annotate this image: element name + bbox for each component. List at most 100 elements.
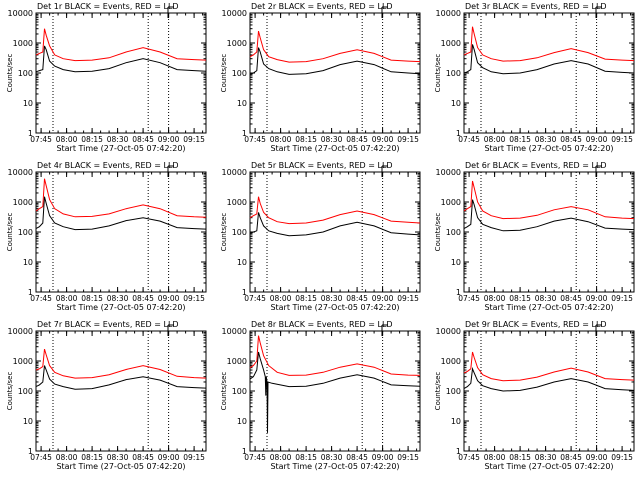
x-axis-label: Start Time (27-Oct-05 07:42:20) xyxy=(484,303,613,312)
y-axis-label: Counts/sec xyxy=(6,213,14,252)
panel-det-7: Det 7r BLACK = Events, RED = LLD 1 10 100 10… xyxy=(6,320,207,471)
y-tick-label: 10 xyxy=(451,258,461,267)
x-tick-label: 09:00 xyxy=(586,453,608,462)
x-tick-label: 08:00 xyxy=(484,135,506,144)
x-tick-label: 08:45 xyxy=(560,135,582,144)
x-tick-label: 07:45 xyxy=(458,135,480,144)
panel-title: Det 2r BLACK = Events, RED = LLD xyxy=(251,2,393,11)
panel-det-5: Det 5r BLACK = Events, RED = LLD 1 10 100 10… xyxy=(220,161,421,312)
x-tick-label: 09:00 xyxy=(586,135,608,144)
panel-det-1: Det 1r BLACK = Events, RED = LLD 1 10 100 10… xyxy=(6,2,207,153)
y-tick-label: 10 xyxy=(23,258,33,267)
panel-title: Det 6r BLACK = Events, RED = LLD xyxy=(465,161,607,170)
y-tick-label: 10 xyxy=(23,99,33,108)
x-tick-label: 07:45 xyxy=(30,453,52,462)
y-tick-label: 1000 xyxy=(441,198,461,207)
panel-title: Det 8r BLACK = Events, RED = LLD xyxy=(251,320,393,329)
x-tick-label: 08:30 xyxy=(535,294,557,303)
y-tick-label: 100 xyxy=(232,69,247,78)
x-tick-label: 08:45 xyxy=(346,453,368,462)
series-line-events xyxy=(463,199,635,232)
plot-frame xyxy=(463,12,635,134)
y-tick-label: 10000 xyxy=(222,9,247,18)
x-tick-label: 09:15 xyxy=(183,294,205,303)
y-tick-label: 1 xyxy=(28,288,33,297)
y-tick-label: 1000 xyxy=(227,39,247,48)
x-tick-label: 07:45 xyxy=(458,294,480,303)
x-tick-label: 09:00 xyxy=(372,453,394,462)
plot-frame xyxy=(249,171,421,293)
y-tick-label: 1000 xyxy=(441,39,461,48)
series-line-lld xyxy=(249,196,421,225)
y-tick-label: 1 xyxy=(242,447,247,456)
x-tick-label: 08:00 xyxy=(56,135,78,144)
x-tick-label: 08:00 xyxy=(270,294,292,303)
x-tick-label: 08:00 xyxy=(270,135,292,144)
y-tick-label: 100 xyxy=(446,228,461,237)
x-tick-label: 08:45 xyxy=(346,135,368,144)
y-tick-label: 10000 xyxy=(222,168,247,177)
y-tick-label: 10 xyxy=(237,258,247,267)
plot-frame xyxy=(35,12,207,134)
series-line-lld xyxy=(463,180,635,220)
x-axis-label: Start Time (27-Oct-05 07:42:20) xyxy=(270,303,399,312)
y-tick-label: 100 xyxy=(446,69,461,78)
y-tick-label: 100 xyxy=(18,228,33,237)
y-tick-label: 100 xyxy=(232,228,247,237)
y-tick-label: 10 xyxy=(451,99,461,108)
x-tick-label: 08:15 xyxy=(509,294,531,303)
x-tick-label: 08:15 xyxy=(295,135,317,144)
y-axis-label: Counts/sec xyxy=(6,54,14,93)
bracket-mark xyxy=(167,165,174,177)
y-tick-label: 10000 xyxy=(436,327,461,336)
y-tick-label: 1000 xyxy=(13,198,33,207)
y-tick-label: 1 xyxy=(28,129,33,138)
panel-det-3: Det 3r BLACK = Events, RED = LLD 1 10 100 10… xyxy=(434,2,635,153)
x-axis-label: Start Time (27-Oct-05 07:42:20) xyxy=(56,303,185,312)
x-tick-label: 08:45 xyxy=(132,453,154,462)
series-line-lld xyxy=(463,26,635,62)
x-tick-label: 09:15 xyxy=(397,135,419,144)
x-tick-label: 08:45 xyxy=(132,294,154,303)
plot-frame xyxy=(35,330,207,452)
series-line-lld xyxy=(35,178,207,218)
x-tick-label: 07:45 xyxy=(244,135,266,144)
x-tick-label: 09:15 xyxy=(611,294,633,303)
x-tick-label: 08:45 xyxy=(132,135,154,144)
y-axis-label: Counts/sec xyxy=(434,213,442,252)
panel-title: Det 3r BLACK = Events, RED = LLD xyxy=(465,2,607,11)
y-axis-label: Counts/sec xyxy=(220,54,228,93)
x-axis-label: Start Time (27-Oct-05 07:42:20) xyxy=(56,462,185,471)
y-tick-label: 100 xyxy=(232,387,247,396)
panel-title: Det 1r BLACK = Events, RED = LLD xyxy=(37,2,179,11)
x-tick-label: 09:15 xyxy=(397,294,419,303)
x-tick-label: 08:15 xyxy=(81,453,103,462)
y-tick-label: 1 xyxy=(456,447,461,456)
panel-det-6: Det 6r BLACK = Events, RED = LLD 1 10 100 10… xyxy=(434,161,635,312)
x-tick-label: 08:00 xyxy=(56,453,78,462)
x-tick-label: 09:15 xyxy=(611,453,633,462)
x-axis-label: Start Time (27-Oct-05 07:42:20) xyxy=(270,462,399,471)
x-tick-label: 08:30 xyxy=(321,453,343,462)
bracket-mark xyxy=(595,324,602,336)
x-axis-label: Start Time (27-Oct-05 07:42:20) xyxy=(270,144,399,153)
y-axis-label: Counts/sec xyxy=(220,372,228,411)
series-line-lld xyxy=(463,351,635,382)
bracket-mark xyxy=(381,324,388,336)
x-tick-label: 08:00 xyxy=(484,453,506,462)
series-line-events xyxy=(249,212,421,237)
x-tick-label: 09:15 xyxy=(397,453,419,462)
panel-det-4: Det 4r BLACK = Events, RED = LLD 1 10 100 10… xyxy=(6,161,207,312)
x-tick-label: 09:15 xyxy=(183,453,205,462)
x-tick-label: 08:30 xyxy=(321,135,343,144)
x-axis-label: Start Time (27-Oct-05 07:42:20) xyxy=(484,144,613,153)
plot-frame xyxy=(463,330,635,452)
y-tick-label: 10 xyxy=(23,417,33,426)
panel-det-9: Det 9r BLACK = Events, RED = LLD 1 10 100 10… xyxy=(434,320,635,471)
y-tick-label: 100 xyxy=(18,69,33,78)
x-tick-label: 09:00 xyxy=(372,135,394,144)
y-tick-label: 1 xyxy=(28,447,33,456)
x-tick-label: 09:00 xyxy=(586,294,608,303)
plot-frame xyxy=(249,12,421,134)
y-axis-label: Counts/sec xyxy=(434,372,442,411)
